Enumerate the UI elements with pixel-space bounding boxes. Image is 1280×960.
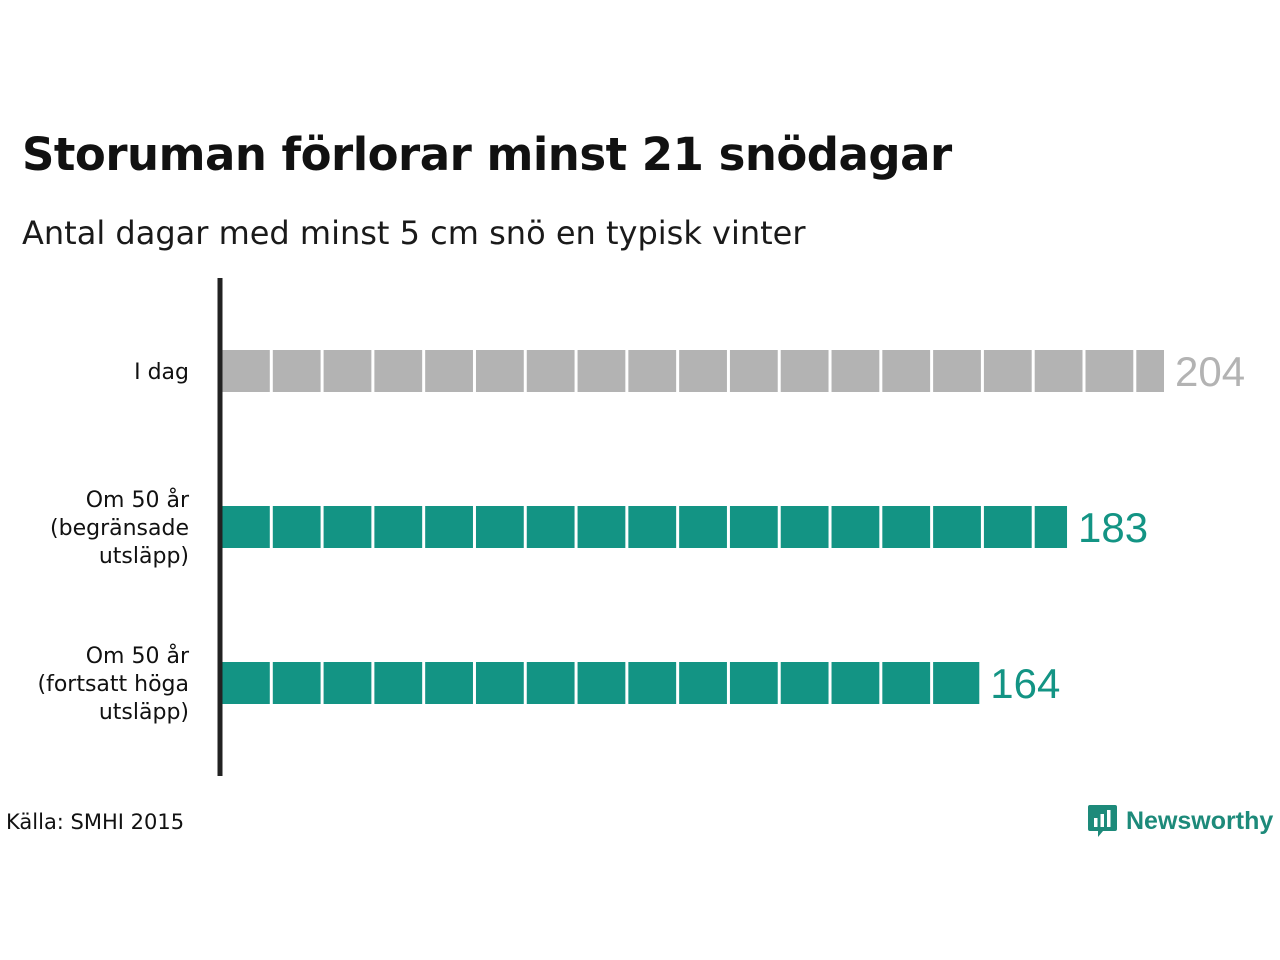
newsworthy-logo-icon (1088, 805, 1117, 837)
bar-block (882, 350, 931, 392)
category-label: (begränsade (50, 516, 189, 541)
brand: Newsworthy (1088, 804, 1273, 838)
bar-block (577, 662, 626, 704)
bar-block (272, 350, 321, 392)
bar-block (983, 350, 1032, 392)
bar-block (475, 662, 524, 704)
bar-block (780, 506, 829, 548)
bar-row-3 (222, 662, 980, 704)
bar-block (323, 662, 372, 704)
bar-block (882, 662, 931, 704)
bar-block (577, 506, 626, 548)
category-label: utsläpp) (99, 700, 189, 725)
bar-block (729, 350, 778, 392)
chart-subtitle: Antal dagar med minst 5 cm snö en typisk… (22, 214, 806, 252)
bar-block (526, 506, 575, 548)
bar-block (1136, 350, 1164, 392)
bar-block (831, 506, 880, 548)
bar-block (1034, 506, 1068, 548)
bar-block (475, 350, 524, 392)
bar-block (475, 506, 524, 548)
bar-block (222, 350, 270, 392)
bar-block (780, 350, 829, 392)
bar-block (983, 506, 1032, 548)
value-label: 164 (990, 660, 1060, 707)
bar-block (831, 662, 880, 704)
bar-block (628, 350, 677, 392)
bar-block (374, 662, 423, 704)
category-label: (fortsatt höga (38, 672, 190, 697)
value-label: 204 (1175, 348, 1245, 395)
bar-block (323, 506, 372, 548)
chart-title: Storuman förlorar minst 21 snödagar (22, 128, 952, 181)
bar-block (780, 662, 829, 704)
bar-block (882, 506, 931, 548)
bar-block (425, 350, 473, 392)
bar-block (577, 350, 626, 392)
bar-block (374, 350, 423, 392)
bar-block (526, 350, 575, 392)
bar-block (831, 350, 880, 392)
bar-block (729, 506, 778, 548)
bar-block (933, 662, 980, 704)
category-label: utsläpp) (99, 544, 189, 569)
bar-block (526, 662, 575, 704)
bar-block (272, 662, 321, 704)
bar-block (679, 506, 727, 548)
bar-block (222, 662, 270, 704)
bar-block (272, 506, 321, 548)
brand-name: Newsworthy (1126, 806, 1274, 835)
category-label: Om 50 år (86, 643, 190, 669)
bar-block (679, 350, 727, 392)
bar-block (323, 350, 372, 392)
category-label: I dag (134, 360, 189, 385)
bar-block (374, 506, 423, 548)
bar-block (425, 506, 473, 548)
bar-block (679, 662, 727, 704)
bar-block (628, 662, 677, 704)
value-label: 183 (1078, 504, 1148, 551)
bar-block (729, 662, 778, 704)
bar-chart: 204 I dag 183 Om 50 år (begränsade utsläpp) 16… (38, 278, 1245, 776)
bar-block (222, 506, 270, 548)
bar-block (1085, 350, 1134, 392)
bar-block (933, 350, 981, 392)
category-label: Om 50 år (86, 487, 190, 513)
source-note: Källa: SMHI 2015 (6, 810, 185, 834)
bar-block (933, 506, 981, 548)
bar-row-2 (222, 506, 1068, 548)
bar-block (1034, 350, 1083, 392)
bar-row-1 (222, 350, 1164, 392)
bar-block (425, 662, 473, 704)
bar-block (628, 506, 677, 548)
